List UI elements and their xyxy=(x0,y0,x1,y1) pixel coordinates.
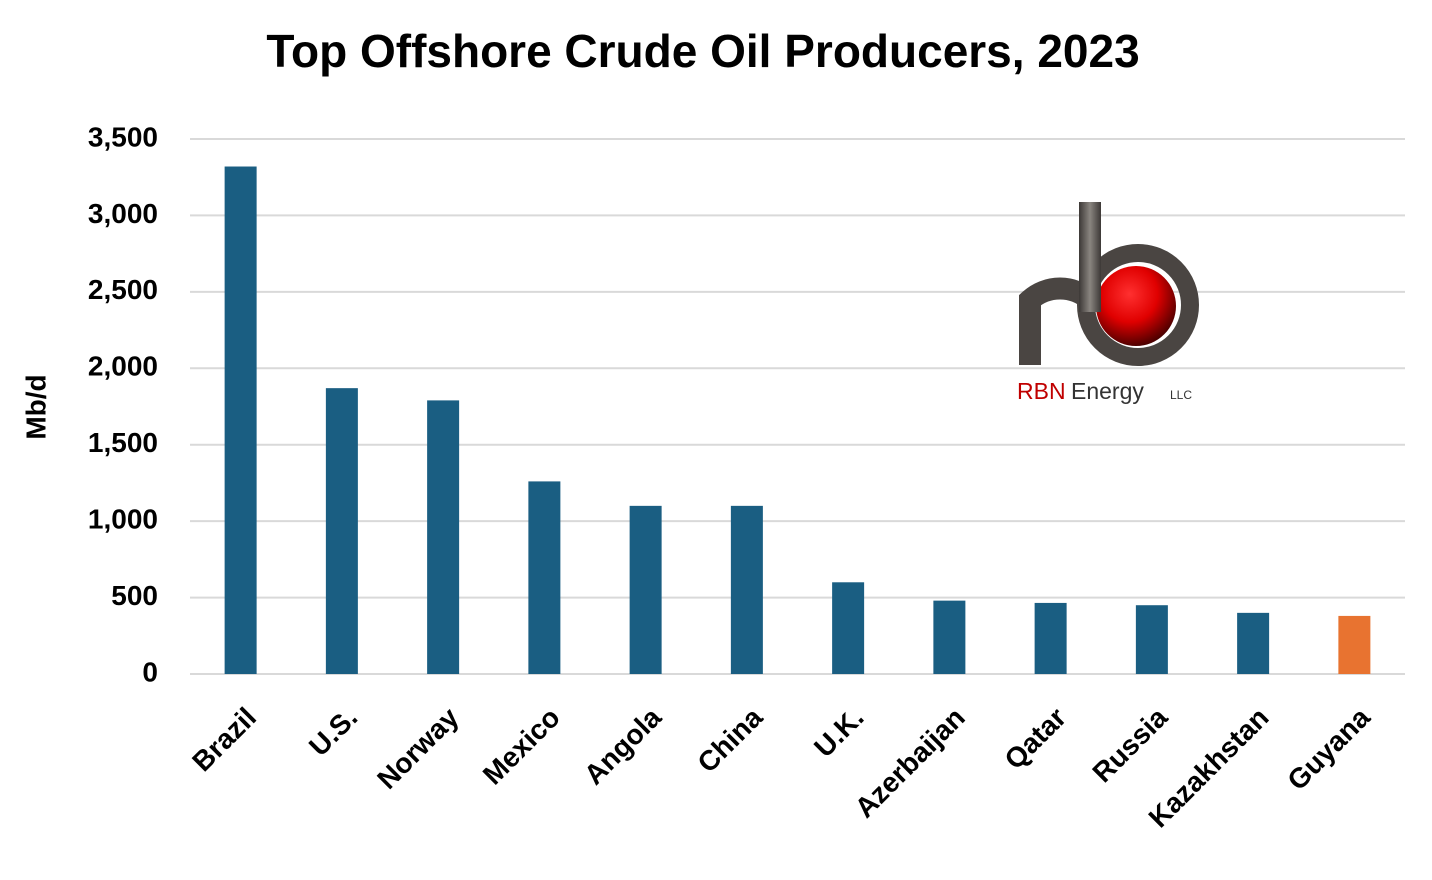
y-tick-label: 0 xyxy=(142,656,158,687)
y-tick-label: 1,500 xyxy=(88,427,158,458)
bar xyxy=(629,505,662,674)
logo-brand: RBN xyxy=(1017,378,1066,404)
x-tick-label: China xyxy=(691,701,768,778)
x-tick-label: U.S. xyxy=(303,702,363,762)
logo-name: Energy xyxy=(1071,378,1144,404)
bar xyxy=(1034,602,1067,674)
y-tick-label: 3,500 xyxy=(88,121,158,152)
bar xyxy=(224,166,257,674)
bar xyxy=(1135,605,1168,674)
y-tick-label: 1,000 xyxy=(88,504,158,535)
y-axis-label: Mb/d xyxy=(20,374,51,439)
y-tick-label: 2,500 xyxy=(88,274,158,305)
logo-suffix: LLC xyxy=(1170,388,1192,402)
y-tick-label: 3,000 xyxy=(88,198,158,229)
bar xyxy=(1237,612,1270,674)
bar xyxy=(1338,615,1371,674)
x-tick-label: U.K. xyxy=(808,702,870,764)
logo-ball xyxy=(1096,266,1176,346)
x-tick-label: Qatar xyxy=(998,701,1072,775)
x-tick-label: Guyana xyxy=(1281,701,1376,796)
bar xyxy=(325,388,358,674)
y-tick-label: 500 xyxy=(111,580,158,611)
x-tick-label: Brazil xyxy=(186,702,262,778)
logo: RBN Energy LLC xyxy=(1017,202,1199,404)
bar xyxy=(832,582,865,674)
bar xyxy=(528,481,561,674)
x-tick-label: Azerbaijan xyxy=(849,702,971,824)
chart-title: Top Offshore Crude Oil Producers, 2023 xyxy=(266,25,1139,77)
x-tick-label: Norway xyxy=(371,701,465,795)
logo-stem xyxy=(1079,202,1101,312)
y-tick-label: 2,000 xyxy=(88,351,158,382)
x-tick-label: Angola xyxy=(578,701,667,790)
bar xyxy=(427,400,460,674)
bar xyxy=(730,505,763,674)
x-tick-label: Mexico xyxy=(477,702,566,791)
bar xyxy=(933,600,966,674)
x-tick-label: Russia xyxy=(1086,701,1173,788)
